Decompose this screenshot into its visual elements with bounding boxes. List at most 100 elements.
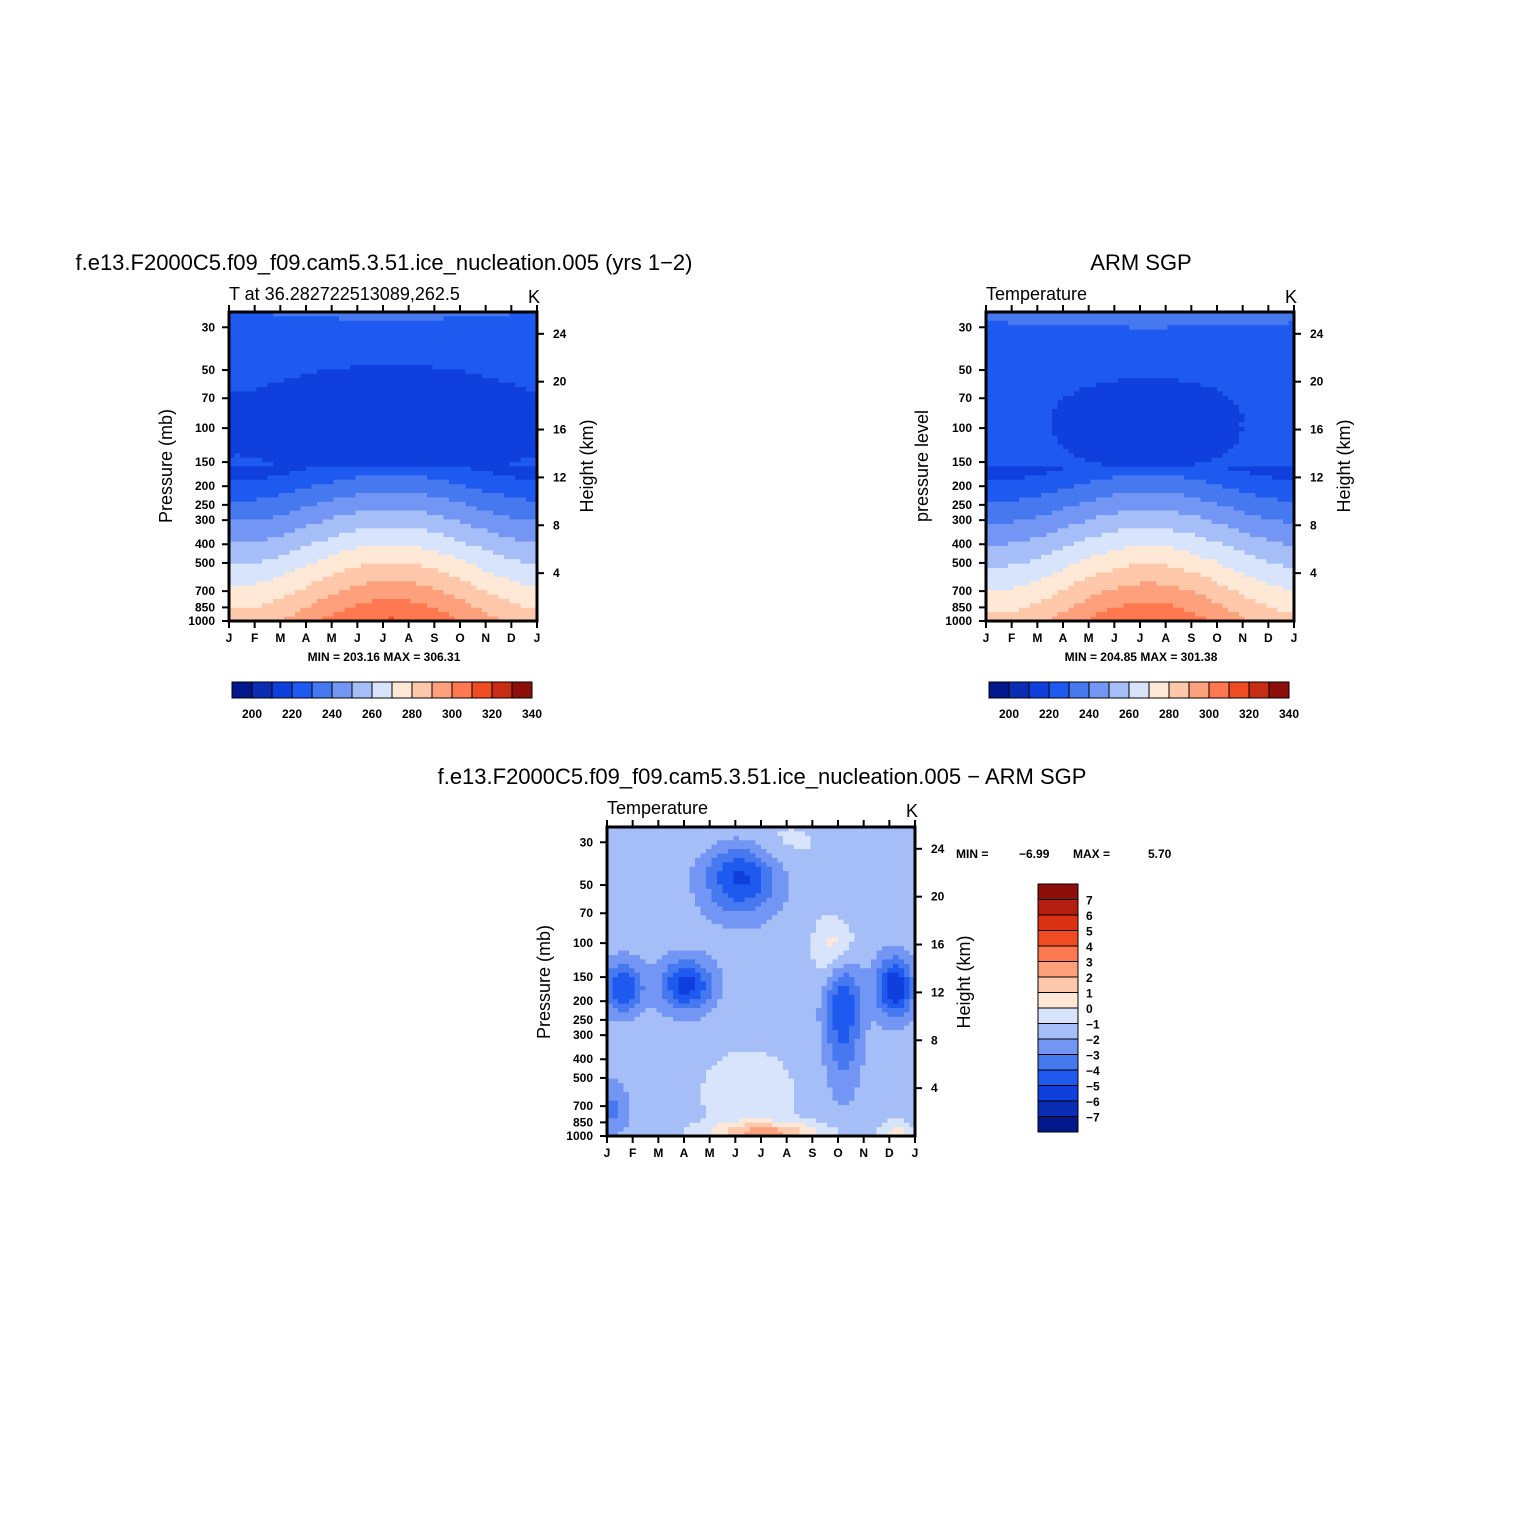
field-cell: [372, 378, 379, 384]
field-cell: [405, 312, 412, 318]
field-cell: [421, 329, 428, 335]
field-cell: [251, 616, 258, 622]
field-cell: [317, 466, 324, 472]
field-cell: [284, 484, 291, 490]
field-cell: [1030, 360, 1037, 366]
x-tick-label: A: [302, 631, 311, 645]
field-cell: [1057, 382, 1064, 388]
field-cell: [427, 338, 434, 344]
field-cell: [997, 364, 1004, 370]
field-cell: [509, 369, 516, 375]
field-cell: [432, 515, 439, 521]
field-cell: [355, 612, 362, 618]
field-cell: [399, 440, 406, 446]
field-cell: [278, 417, 285, 423]
field-cell: [355, 347, 362, 353]
field-cell: [322, 426, 329, 432]
field-cell: [520, 510, 527, 516]
field-cell: [267, 479, 274, 485]
field-cell: [394, 492, 401, 498]
field-cell: [383, 342, 390, 348]
field-cell: [273, 316, 280, 322]
field-cell: [344, 515, 351, 521]
field-cell: [438, 378, 445, 384]
field-cell: [372, 347, 379, 353]
field-cell: [311, 435, 318, 441]
field-cell: [526, 440, 533, 446]
field-cell: [377, 585, 384, 591]
field-cell: [311, 462, 318, 468]
field-cell: [317, 612, 324, 618]
field-cell: [520, 532, 527, 538]
field-cell: [366, 563, 373, 569]
field-cell: [284, 475, 291, 481]
field-cell: [449, 519, 456, 525]
field-cell: [267, 568, 274, 574]
field-cell: [289, 523, 296, 529]
field-cell: [256, 351, 263, 357]
field-cell: [1052, 603, 1059, 609]
field-cell: [454, 413, 461, 419]
field-cell: [405, 457, 412, 463]
field-cell: [1008, 431, 1015, 437]
field-cell: [991, 360, 998, 366]
field-cell: [986, 417, 993, 423]
field-cell: [515, 316, 522, 322]
field-cell: [267, 541, 274, 547]
field-cell: [416, 581, 423, 587]
field-cell: [526, 470, 533, 476]
field-cell: [289, 581, 296, 587]
field-cell: [498, 395, 505, 401]
field-cell: [520, 550, 527, 556]
field-cell: [531, 501, 538, 507]
field-cell: [339, 492, 346, 498]
field-cell: [328, 351, 335, 357]
field-cell: [1035, 598, 1042, 604]
field-cell: [344, 576, 351, 582]
field-cell: [443, 616, 450, 622]
field-cell: [449, 501, 456, 507]
field-cell: [416, 466, 423, 472]
field-cell: [399, 554, 406, 560]
field-cell: [229, 395, 236, 401]
field-cell: [245, 453, 252, 459]
field-cell: [383, 373, 390, 379]
field-cell: [300, 391, 307, 397]
field-cell: [229, 369, 236, 375]
field-cell: [1052, 475, 1059, 481]
field-cell: [388, 616, 395, 622]
field-cell: [520, 545, 527, 551]
field-cell: [449, 395, 456, 401]
field-cell: [372, 400, 379, 406]
field-cell: [443, 351, 450, 357]
field-cell: [251, 426, 258, 432]
field-cell: [278, 453, 285, 459]
field-cell: [372, 585, 379, 591]
field-cell: [251, 532, 258, 538]
field-cell: [487, 594, 494, 600]
field-cell: [229, 440, 236, 446]
field-cell: [1019, 334, 1026, 340]
field-cell: [465, 523, 472, 529]
field-cell: [509, 585, 516, 591]
field-cell: [1057, 532, 1064, 538]
field-cell: [991, 347, 998, 353]
field-cell: [350, 316, 357, 322]
field-cell: [278, 378, 285, 384]
field-cell: [1024, 607, 1031, 613]
field-cell: [520, 444, 527, 450]
units-label: K: [528, 287, 540, 307]
field-cell: [427, 510, 434, 516]
field-cell: [493, 497, 500, 503]
field-cell: [350, 312, 357, 318]
field-cell: [476, 387, 483, 393]
field-cell: [1024, 545, 1031, 551]
field-cell: [1019, 448, 1026, 454]
field-cell: [240, 612, 247, 618]
field-cell: [1002, 400, 1009, 406]
field-cell: [306, 360, 313, 366]
field-cell: [262, 360, 269, 366]
field-cell: [487, 598, 494, 604]
field-cell: [515, 391, 522, 397]
field-cell: [449, 382, 456, 388]
